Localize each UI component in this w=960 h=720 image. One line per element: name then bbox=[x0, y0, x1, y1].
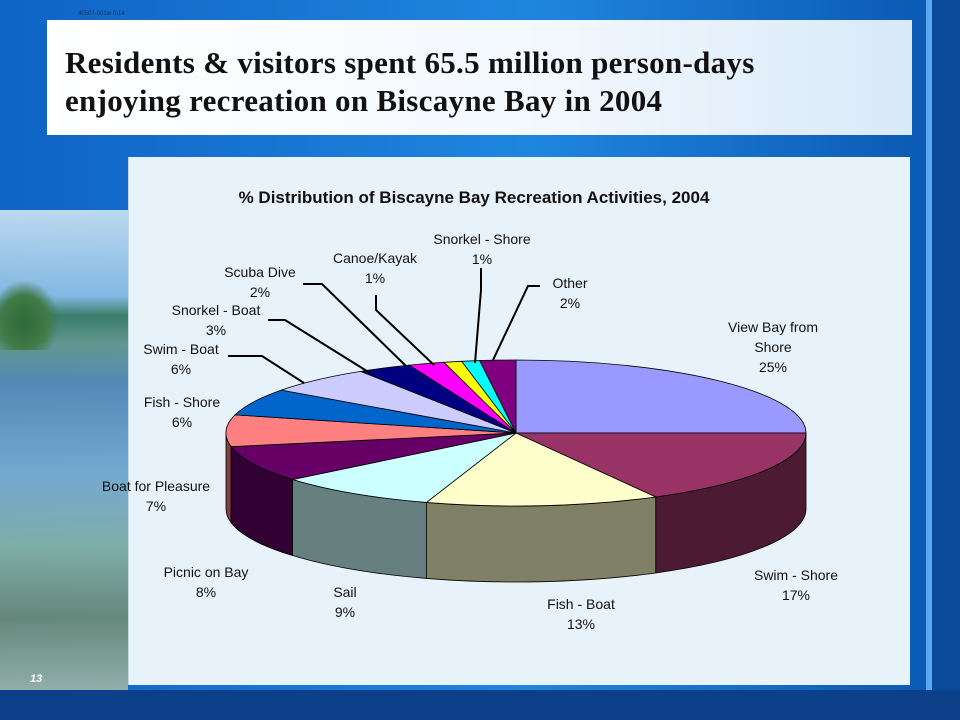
slide-number: 13 bbox=[30, 673, 43, 685]
slice-percent-7: 6% bbox=[171, 361, 191, 377]
slice-percent-10: 1% bbox=[365, 270, 385, 286]
slice-label-5: Boat for Pleasure bbox=[102, 478, 210, 494]
slice-label-8: Snorkel - Boat bbox=[172, 302, 261, 318]
leader-line-12 bbox=[492, 285, 540, 361]
leader-line-8 bbox=[268, 319, 371, 374]
title-panel bbox=[47, 20, 912, 135]
leader-line-10 bbox=[375, 295, 435, 366]
slice-label-7: Swim - Boat bbox=[143, 341, 219, 357]
leader-line-9 bbox=[303, 283, 407, 367]
slice-label-1: Swim - Shore bbox=[754, 567, 838, 583]
slide-title: Residents & visitors spent 65.5 million … bbox=[65, 44, 905, 120]
slice-percent-6: 6% bbox=[172, 414, 192, 430]
pie-side-5 bbox=[225, 432, 232, 524]
slice-label-10: Canoe/Kayak bbox=[333, 250, 418, 266]
pie-slice-2 bbox=[425, 432, 658, 507]
slide-code: 40507-001w-fn14 bbox=[78, 11, 125, 17]
slice-percent-4: 8% bbox=[196, 584, 216, 600]
pie-slice-3 bbox=[292, 432, 517, 503]
tree-foliage bbox=[0, 280, 60, 350]
slice-label-12: Other bbox=[552, 275, 587, 291]
slice-label-3: Sail bbox=[333, 584, 356, 600]
bottom-edge-band bbox=[0, 690, 960, 720]
pie-slice-4 bbox=[230, 432, 517, 480]
slice-percent-12: 2% bbox=[560, 295, 580, 311]
title-line-2: enjoying recreation on Biscayne Bay in 2… bbox=[65, 83, 663, 118]
leader-line-7 bbox=[228, 355, 305, 384]
slice-label-0-line-0: View Bay from bbox=[728, 319, 818, 335]
slice-label-4: Picnic on Bay bbox=[164, 564, 249, 580]
slice-percent-5: 7% bbox=[146, 498, 166, 514]
chart-title: % Distribution of Biscayne Bay Recreatio… bbox=[238, 188, 710, 207]
leader-line-11 bbox=[474, 268, 482, 364]
slice-percent-9: 2% bbox=[250, 284, 270, 300]
slice-label-2: Fish - Boat bbox=[547, 596, 615, 612]
slice-label-11: Snorkel - Shore bbox=[433, 231, 530, 247]
pie-top bbox=[225, 359, 807, 507]
pie-slice-12 bbox=[479, 359, 517, 434]
right-edge-stripe bbox=[926, 0, 932, 720]
pie-slice-1 bbox=[515, 432, 807, 498]
pie-slice-0 bbox=[515, 359, 807, 434]
slice-percent-1: 17% bbox=[782, 587, 810, 603]
slice-percent-2: 13% bbox=[567, 616, 595, 632]
pie-side-2 bbox=[425, 496, 657, 583]
pie-sides bbox=[225, 432, 807, 583]
title-line-1: Residents & visitors spent 65.5 million … bbox=[65, 45, 755, 80]
pie-slice-5 bbox=[225, 414, 517, 448]
slice-label-0-line-1: Shore bbox=[754, 339, 792, 355]
slice-percent-8: 3% bbox=[206, 322, 226, 338]
slice-percent-11: 1% bbox=[472, 251, 492, 267]
slice-labels: View Bay from Shore 25% Swim - Shore 17% Fish… bbox=[102, 231, 838, 632]
slice-percent-0: 25% bbox=[759, 359, 787, 375]
slice-label-9: Scuba Dive bbox=[224, 264, 296, 280]
right-edge-band bbox=[932, 0, 960, 720]
slice-label-6: Fish - Shore bbox=[144, 394, 220, 410]
slice-percent-3: 9% bbox=[335, 604, 355, 620]
